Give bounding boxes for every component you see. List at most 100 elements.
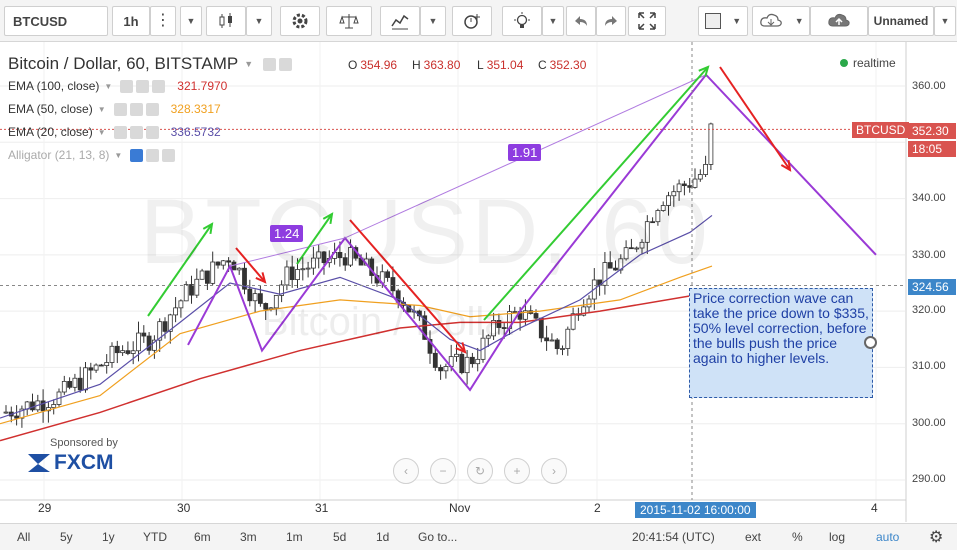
percent-toggle[interactable]: % bbox=[792, 530, 803, 544]
annotation-text-box[interactable]: Price correction wave can take the price… bbox=[689, 288, 873, 398]
candle-body bbox=[3, 411, 9, 414]
chevron-down-icon[interactable]: ▼ bbox=[97, 104, 106, 114]
alert-button[interactable] bbox=[452, 6, 492, 36]
price-tick: 330.00 bbox=[912, 249, 946, 261]
undo-icon bbox=[575, 16, 587, 26]
ext-toggle[interactable]: ext bbox=[745, 530, 762, 544]
goto-button[interactable]: Go to... bbox=[418, 530, 458, 544]
log-toggle[interactable]: log bbox=[829, 530, 846, 544]
close-icon[interactable] bbox=[162, 148, 176, 162]
layout-name-button[interactable]: Unnamed bbox=[868, 6, 934, 36]
candle-body bbox=[130, 350, 136, 354]
candle-body bbox=[549, 339, 555, 342]
candle-body bbox=[162, 321, 168, 332]
compare-icon bbox=[339, 14, 359, 29]
reset-button[interactable]: ↻ bbox=[467, 458, 493, 484]
layout-dropdown[interactable]: ▼ bbox=[934, 6, 956, 36]
chevron-down-icon[interactable]: ▼ bbox=[97, 127, 106, 137]
main-series-legend[interactable]: Bitcoin / Dollar, 60, BITSTAMP ▼ bbox=[8, 54, 293, 74]
undo-button[interactable] bbox=[566, 6, 596, 36]
gear-icon[interactable] bbox=[129, 125, 143, 139]
price-chart[interactable] bbox=[0, 42, 957, 522]
eye-icon[interactable] bbox=[263, 57, 277, 71]
gear-icon[interactable] bbox=[136, 79, 150, 93]
chevron-down-icon: ▼ bbox=[940, 16, 950, 26]
sponsor-logo[interactable]: FXCM bbox=[24, 450, 114, 476]
indicators-dropdown[interactable]: ▼ bbox=[420, 6, 446, 36]
crosshair-time-label: 2015-11-02 16:00:00 bbox=[635, 502, 756, 518]
gear-icon[interactable]: ⚙ bbox=[929, 529, 944, 546]
chevron-down-icon[interactable]: ▼ bbox=[114, 150, 123, 160]
candle-body bbox=[252, 293, 258, 302]
ideas-button[interactable] bbox=[502, 6, 542, 36]
study-ema-20[interactable]: EMA (20, close) ▼ 336.5732 bbox=[8, 125, 221, 139]
range-6m[interactable]: 6m bbox=[194, 530, 211, 544]
chevron-down-icon[interactable]: ▼ bbox=[244, 59, 254, 69]
range-5d[interactable]: 5d bbox=[333, 530, 347, 544]
gear-icon[interactable] bbox=[146, 148, 160, 162]
gear-icon[interactable] bbox=[279, 57, 293, 71]
drawing-tool-button[interactable]: ▼ bbox=[698, 6, 748, 36]
chart-pane[interactable] bbox=[0, 42, 957, 522]
study-ema-100[interactable]: EMA (100, close) ▼ 321.7970 bbox=[8, 79, 227, 93]
auto-toggle[interactable]: auto bbox=[876, 530, 900, 544]
drag-handle[interactable] bbox=[864, 336, 877, 349]
interval-more-button[interactable]: ⋮ bbox=[150, 6, 176, 36]
range-all[interactable]: All bbox=[17, 530, 31, 544]
eye-icon[interactable] bbox=[120, 79, 134, 93]
save-layout-button[interactable] bbox=[810, 6, 868, 36]
gear-icon bbox=[292, 13, 308, 29]
compare-button[interactable] bbox=[326, 6, 372, 36]
ema-20-line bbox=[0, 214, 713, 419]
ratio-label[interactable]: 1.24 bbox=[270, 225, 304, 242]
range-5y[interactable]: 5y bbox=[60, 530, 73, 544]
study-alligator[interactable]: Alligator (21, 13, 8) ▼ bbox=[8, 148, 176, 162]
range-1y[interactable]: 1y bbox=[102, 530, 115, 544]
chevron-down-button[interactable]: ▼ bbox=[180, 6, 202, 36]
eye-icon[interactable] bbox=[113, 125, 127, 139]
candle-body bbox=[708, 123, 714, 165]
range-1d[interactable]: 1d bbox=[376, 530, 390, 544]
range-ytd[interactable]: YTD bbox=[143, 530, 167, 544]
candle-body bbox=[666, 195, 671, 206]
symbol-search-button[interactable]: BTCUSD bbox=[4, 6, 108, 36]
time-tick: 30 bbox=[177, 501, 191, 515]
candle-body bbox=[544, 337, 549, 342]
indicators-button[interactable] bbox=[380, 6, 420, 36]
close-icon[interactable] bbox=[152, 79, 166, 93]
range-1m[interactable]: 1m bbox=[286, 530, 303, 544]
candle-body bbox=[263, 303, 269, 310]
candle-body bbox=[639, 241, 645, 249]
chart-style-dropdown[interactable]: ▼ bbox=[246, 6, 272, 36]
study-ema-50[interactable]: EMA (50, close) ▼ 328.3317 bbox=[8, 102, 221, 116]
gear-icon[interactable] bbox=[129, 102, 143, 116]
candle-body bbox=[485, 335, 491, 339]
candle-body bbox=[99, 364, 104, 367]
green-trend-arrow bbox=[483, 66, 709, 321]
eye-icon[interactable] bbox=[113, 102, 127, 116]
scroll-left-button[interactable]: ‹ bbox=[393, 458, 419, 484]
eye-icon[interactable] bbox=[130, 148, 144, 162]
chevron-down-icon[interactable]: ▼ bbox=[104, 81, 113, 91]
time-tick: Nov bbox=[449, 501, 471, 515]
scroll-right-button[interactable]: › bbox=[541, 458, 567, 484]
interval-button[interactable]: 1h bbox=[112, 6, 150, 36]
price-tick: 300.00 bbox=[912, 417, 946, 429]
ratio-label[interactable]: 1.91 bbox=[508, 144, 542, 161]
redo-button[interactable] bbox=[596, 6, 626, 36]
close-icon[interactable] bbox=[145, 102, 159, 116]
load-layout-button[interactable]: ▼ bbox=[752, 6, 810, 36]
zoom-out-button[interactable]: − bbox=[430, 458, 456, 484]
candle-body bbox=[146, 335, 152, 351]
range-3m[interactable]: 3m bbox=[240, 530, 257, 544]
close-icon[interactable] bbox=[145, 125, 159, 139]
chart-style-button[interactable] bbox=[206, 6, 246, 36]
candle-body bbox=[236, 267, 242, 271]
candle-body bbox=[183, 284, 189, 302]
fullscreen-button[interactable] bbox=[628, 6, 666, 36]
candle-body bbox=[660, 205, 666, 211]
plus-icon: + bbox=[513, 464, 521, 478]
zoom-in-button[interactable]: + bbox=[504, 458, 530, 484]
settings-button[interactable] bbox=[280, 6, 320, 36]
ideas-dropdown[interactable]: ▼ bbox=[542, 6, 564, 36]
